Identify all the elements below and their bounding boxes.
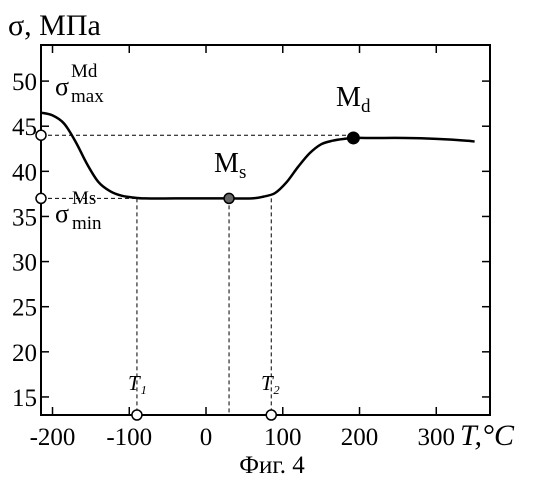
t1-marker [132, 410, 142, 420]
sigma-min-symbol: σ [55, 199, 69, 228]
x-tick-label: -100 [106, 424, 152, 451]
y-tick-label: 40 [12, 159, 37, 186]
chart-title: σ, МПа [8, 9, 101, 42]
y-tick-label: 50 [12, 69, 37, 96]
x-tick-label: 200 [341, 424, 379, 451]
y-tick-label: 15 [12, 385, 37, 412]
y-tick-label: 30 [12, 250, 37, 277]
y-tick-label: 45 [12, 114, 37, 141]
sigma-max-subscript: max [71, 86, 104, 107]
series-line [41, 113, 475, 199]
y-axis-ticks: 15 20 25 30 35 40 45 50 [12, 69, 490, 412]
figure-caption: Фиг. 4 [0, 452, 544, 480]
x-tick-label: 100 [264, 424, 302, 451]
y-tick-label: 20 [12, 340, 37, 367]
y-tick-label: 35 [12, 204, 37, 231]
x-tick-label: -200 [30, 424, 76, 451]
reference-lines [41, 135, 353, 415]
md-label: M [336, 82, 361, 113]
sigma-max-superscript: Md [71, 61, 98, 82]
markers [36, 130, 359, 420]
x-tick-label: 300 [418, 424, 456, 451]
sigma-min-subscript: min [72, 213, 102, 234]
t2-label: T₂ [261, 371, 280, 395]
ms-label-subscript: s [239, 162, 246, 183]
sigma-min-marker [36, 193, 46, 203]
sigma-max-marker [36, 130, 46, 140]
x-tick-label: 0 [200, 424, 213, 451]
t2-marker [266, 410, 276, 420]
y-tick-label: 25 [12, 295, 37, 322]
sigma-max-symbol: σ [55, 72, 69, 101]
sigma-min-superscript: Ms [72, 188, 96, 209]
md-point [347, 132, 359, 144]
md-label-subscript: d [361, 96, 371, 117]
ms-point [224, 193, 234, 203]
plot-frame [41, 45, 490, 415]
t1-label: T₁ [128, 371, 147, 395]
ms-label: M [214, 148, 239, 179]
x-axis-label: T,°C [460, 419, 515, 452]
